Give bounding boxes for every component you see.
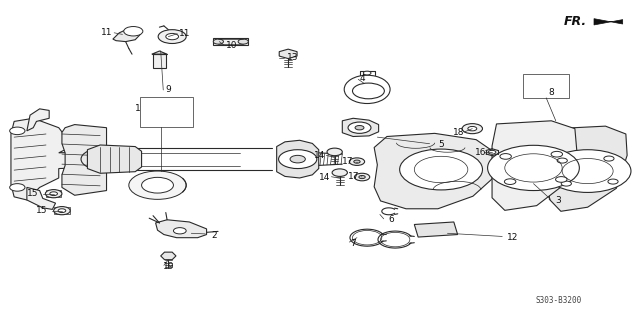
Circle shape [462, 124, 483, 134]
Circle shape [551, 152, 563, 157]
Circle shape [141, 177, 173, 193]
Circle shape [354, 160, 360, 163]
Circle shape [557, 158, 567, 163]
Text: S303-B3200: S303-B3200 [536, 296, 582, 305]
Text: 5: 5 [438, 140, 444, 149]
Circle shape [348, 122, 371, 133]
Text: 12: 12 [507, 233, 518, 242]
Text: 19: 19 [163, 262, 174, 271]
Circle shape [158, 30, 186, 43]
Polygon shape [88, 145, 141, 173]
Circle shape [468, 126, 477, 131]
Circle shape [488, 145, 579, 191]
Text: 16: 16 [476, 148, 487, 157]
Polygon shape [113, 29, 140, 42]
Circle shape [399, 149, 483, 190]
Polygon shape [27, 109, 49, 131]
Circle shape [608, 179, 618, 184]
Text: 15: 15 [36, 206, 48, 215]
Circle shape [50, 192, 58, 196]
Circle shape [355, 126, 364, 130]
Polygon shape [27, 187, 56, 210]
Circle shape [355, 173, 370, 181]
Circle shape [54, 207, 70, 215]
Bar [140, 97, 193, 127]
Polygon shape [156, 220, 207, 238]
Circle shape [45, 190, 62, 198]
Polygon shape [62, 125, 106, 195]
Circle shape [290, 155, 305, 163]
Text: 14: 14 [314, 152, 325, 160]
Bar [153, 54, 166, 68]
Circle shape [213, 39, 223, 44]
Polygon shape [594, 19, 623, 25]
Circle shape [488, 150, 496, 154]
Text: 6: 6 [388, 215, 394, 224]
Circle shape [544, 150, 631, 192]
Circle shape [238, 39, 248, 44]
Circle shape [556, 177, 567, 182]
Bar [46, 190, 61, 197]
Polygon shape [276, 140, 319, 178]
Polygon shape [492, 121, 577, 210]
Circle shape [129, 171, 186, 199]
Text: 9: 9 [165, 85, 171, 94]
Circle shape [504, 179, 516, 184]
Text: 10: 10 [226, 41, 237, 50]
Circle shape [364, 71, 371, 75]
Text: 18: 18 [452, 128, 464, 137]
Polygon shape [161, 252, 176, 260]
Circle shape [332, 169, 348, 177]
Text: 13: 13 [287, 54, 298, 62]
Text: 1: 1 [134, 104, 140, 113]
Circle shape [349, 158, 365, 165]
Text: 11: 11 [179, 29, 190, 38]
Circle shape [278, 150, 317, 169]
Polygon shape [279, 49, 297, 59]
Polygon shape [342, 118, 379, 137]
Text: 17: 17 [348, 172, 360, 181]
Text: 2: 2 [212, 231, 218, 240]
Polygon shape [414, 222, 458, 237]
Text: 15: 15 [27, 189, 38, 198]
Text: 7: 7 [351, 239, 356, 248]
Text: 8: 8 [548, 88, 554, 97]
Bar [54, 207, 70, 214]
Circle shape [500, 153, 511, 159]
Circle shape [327, 148, 342, 156]
Circle shape [58, 209, 66, 212]
Polygon shape [549, 126, 627, 211]
Circle shape [359, 176, 365, 178]
Circle shape [604, 156, 614, 161]
Polygon shape [11, 118, 103, 200]
Circle shape [173, 228, 186, 234]
Bar [213, 38, 248, 45]
Text: 4: 4 [360, 74, 365, 83]
Circle shape [561, 181, 572, 186]
Text: 14: 14 [319, 173, 330, 182]
Text: FR.: FR. [563, 15, 586, 28]
Bar [523, 74, 568, 98]
Circle shape [10, 127, 25, 135]
Circle shape [166, 33, 179, 40]
Circle shape [10, 184, 25, 191]
Polygon shape [374, 133, 495, 209]
Circle shape [124, 27, 143, 36]
Text: 17: 17 [342, 157, 354, 166]
Text: 11: 11 [101, 28, 113, 37]
Polygon shape [152, 51, 167, 54]
Text: 3: 3 [556, 197, 561, 205]
Circle shape [353, 83, 385, 99]
